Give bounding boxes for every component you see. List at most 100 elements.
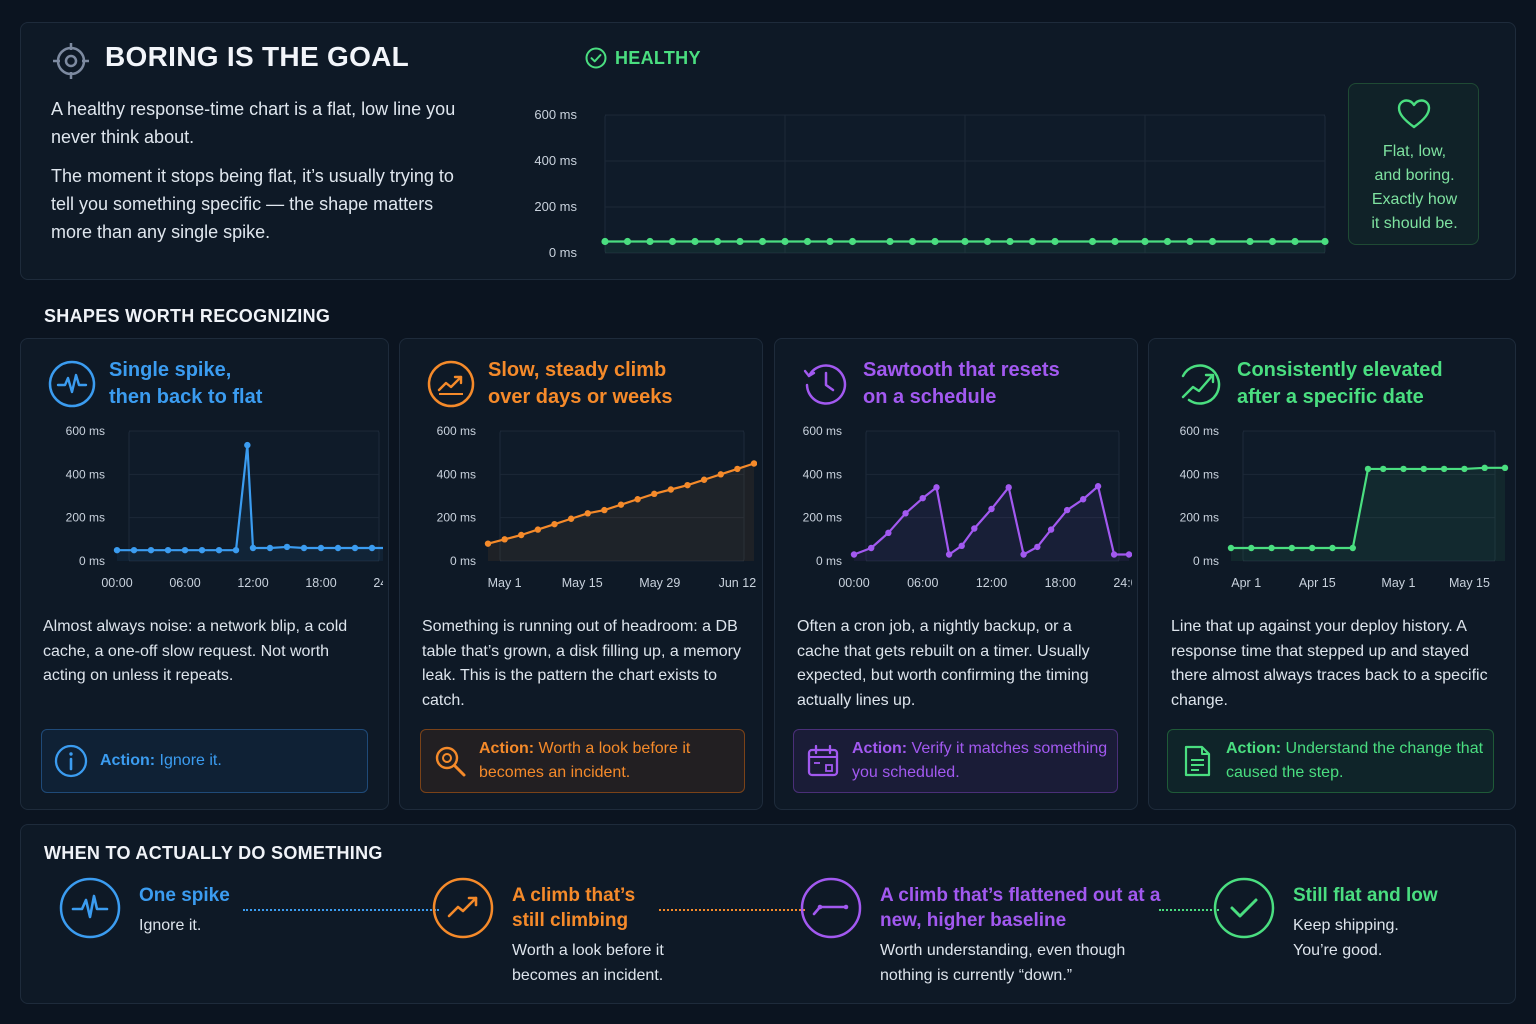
y-tick-label: 200 ms	[66, 511, 105, 525]
data-point	[601, 237, 609, 246]
data-point	[736, 237, 744, 246]
when-panel: WHEN TO ACTUALLY DO SOMETHING One spike …	[20, 824, 1516, 1004]
data-point	[484, 540, 492, 547]
data-point	[1063, 506, 1071, 514]
card-title: Sawtooth that resets on a schedule	[863, 359, 1060, 408]
healthy-status: HEALTHY	[585, 47, 701, 69]
target-icon	[53, 43, 89, 79]
data-point	[1288, 544, 1296, 552]
data-point	[971, 525, 978, 532]
y-tick-label: 400 ms	[534, 153, 577, 168]
data-point	[1481, 464, 1488, 472]
data-point	[181, 546, 189, 554]
x-tick-label: 06:00	[907, 576, 938, 590]
data-point	[758, 237, 767, 246]
data-point	[734, 465, 741, 473]
flat-note-text: Flat, low, and boring. Exactly how it sh…	[1371, 143, 1458, 232]
data-point	[1051, 237, 1059, 246]
x-tick-label: 24:00	[373, 576, 383, 590]
data-point	[646, 237, 654, 246]
y-tick-label: 600 ms	[534, 107, 577, 122]
card-single-spike: Single spike, then back to flat 0 ms 200 …	[20, 338, 389, 810]
data-point	[232, 546, 240, 554]
y-tick-label: 200 ms	[437, 511, 476, 525]
data-point	[215, 546, 223, 554]
x-tick-label: 12:00	[237, 576, 268, 590]
data-point	[1125, 551, 1132, 558]
step-chart: 0 ms 200 ms 400 ms 600 ms Apr 1 Apr 15 May 1 Ma…	[1180, 424, 1509, 590]
dotted-connector	[1159, 909, 1219, 911]
data-point	[850, 551, 858, 558]
data-point	[691, 237, 699, 246]
data-point	[933, 484, 940, 491]
step-description: Worth a look before it becomes an incide…	[512, 942, 664, 984]
step-title: One spike	[139, 885, 230, 906]
data-point	[300, 544, 308, 552]
data-point	[1308, 544, 1316, 552]
x-tick-label: Jun 12	[719, 576, 757, 590]
card-description: Almost always noise: a network blip, a c…	[43, 618, 348, 684]
data-point	[1268, 544, 1275, 552]
data-point	[567, 515, 575, 522]
x-tick-label: 00:00	[587, 262, 622, 265]
data-point	[130, 546, 138, 554]
plateau-icon	[800, 877, 862, 939]
x-tick-label: May 15	[562, 576, 603, 590]
card-description: Often a cron job, a nightly backup, or a…	[797, 618, 1090, 709]
data-point	[334, 544, 342, 552]
data-point	[1321, 237, 1329, 246]
action-text: Action: Understand the change that cause…	[1226, 739, 1484, 782]
data-point	[368, 544, 376, 552]
data-point	[958, 542, 965, 550]
card-steady-climb: Slow, steady climb over days or weeks 0 …	[399, 338, 763, 810]
data-point	[1088, 237, 1097, 246]
data-point	[1248, 544, 1255, 552]
step-description: Worth understanding, even though nothing…	[880, 942, 1126, 984]
data-point	[781, 237, 789, 246]
data-point	[826, 237, 834, 246]
data-point	[668, 237, 677, 246]
dotted-connector	[243, 909, 439, 911]
spike-chart: 0 ms 200 ms 400 ms 600 ms 00:00 06:00 12:00 18:…	[66, 424, 383, 590]
data-point	[1329, 544, 1336, 552]
data-point	[1364, 465, 1372, 473]
data-point	[1034, 543, 1041, 551]
series-area	[1231, 467, 1505, 561]
series-area	[854, 486, 1129, 561]
data-point	[1111, 237, 1119, 246]
data-point	[617, 501, 625, 508]
data-point	[885, 529, 892, 537]
data-point	[803, 237, 812, 246]
data-point	[1227, 544, 1235, 552]
data-point	[1020, 551, 1027, 558]
data-point	[1349, 544, 1356, 552]
data-point	[1400, 465, 1407, 473]
data-point	[1079, 496, 1087, 503]
y-tick-label: 200 ms	[534, 199, 577, 214]
y-tick-label: 0 ms	[816, 554, 842, 568]
card-description: Line that up against your deploy history…	[1171, 618, 1488, 709]
card-description: Something is running out of headroom: a …	[422, 618, 741, 709]
data-point	[1268, 237, 1277, 246]
card-step-up: Consistently elevated after a specific d…	[1148, 338, 1516, 810]
data-point	[1246, 237, 1254, 246]
y-tick-label: 200 ms	[1180, 511, 1219, 525]
data-point	[1186, 237, 1194, 246]
data-point	[1380, 465, 1387, 473]
y-tick-label: 400 ms	[437, 467, 476, 481]
data-point	[1501, 464, 1509, 472]
clock-cycle-icon	[803, 364, 847, 405]
data-point	[713, 237, 722, 246]
check-circle-icon	[585, 47, 607, 69]
x-tick-label: 00:00	[101, 576, 132, 590]
action-text: Action: Ignore it.	[100, 751, 222, 769]
data-point	[945, 551, 953, 558]
shapes-section-title: SHAPES WORTH RECOGNIZING	[44, 306, 331, 326]
data-point	[1006, 237, 1014, 246]
data-point	[1163, 237, 1172, 246]
card-title: Slow, steady climb over days or weeks	[488, 359, 673, 408]
magnifier-icon	[435, 746, 466, 777]
x-tick-label: Apr 15	[1299, 576, 1336, 590]
data-point	[848, 237, 857, 246]
trend-up-icon	[427, 360, 475, 408]
